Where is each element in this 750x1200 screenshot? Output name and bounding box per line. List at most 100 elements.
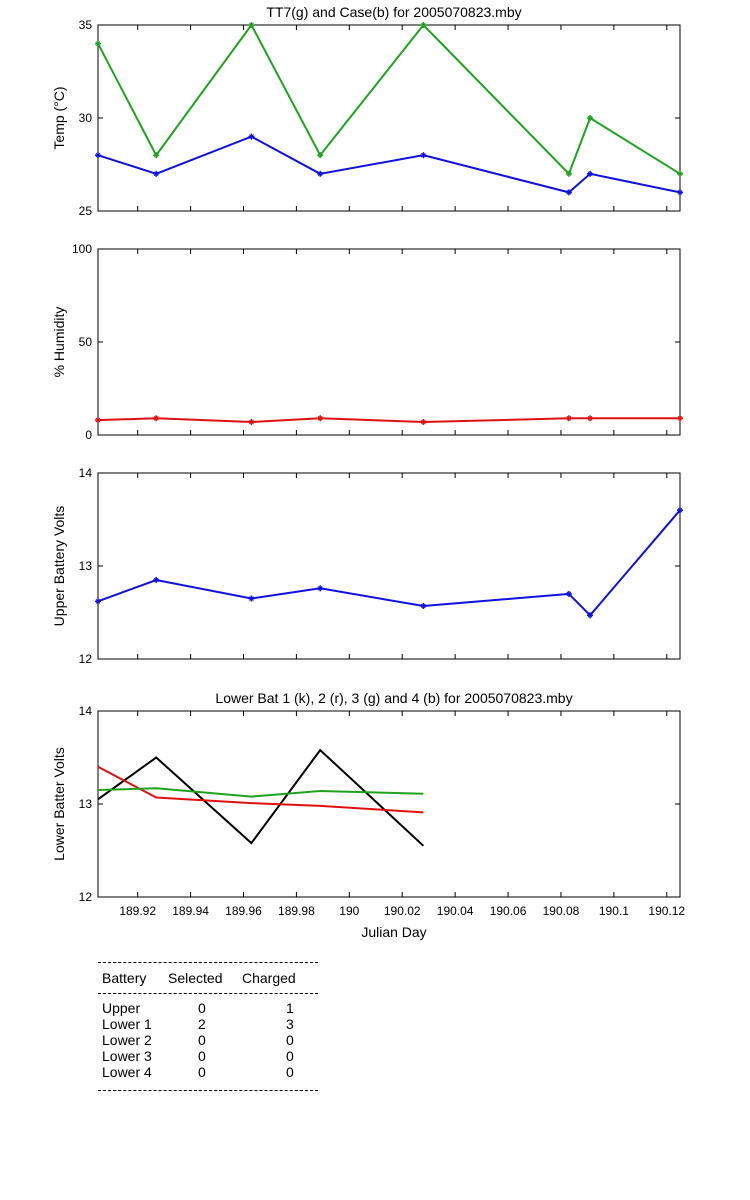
y-tick-label: 30: [79, 111, 93, 125]
marker-stroke: [317, 585, 323, 591]
row-battery: Lower 4: [102, 1064, 152, 1080]
data-point: [248, 418, 255, 425]
series-line-1: [97, 23, 681, 176]
row-selected: 0: [198, 1048, 206, 1064]
table-row: Lower 2 0 0: [98, 1032, 318, 1048]
marker-stroke: [677, 171, 683, 177]
table-bottom-rule: [98, 1090, 318, 1091]
data-point: [587, 612, 594, 619]
data-point: [153, 152, 160, 159]
x-tick-label: 190.04: [437, 904, 474, 918]
x-tick-label: 189.92: [119, 904, 156, 918]
marker-stroke: [95, 598, 101, 604]
charts-area: 25 30 35 TT7(g) and Case(b) for 2005070823.…: [51, 4, 685, 940]
data-point: [95, 417, 101, 424]
row-charged: 3: [286, 1016, 294, 1032]
data-point: [677, 189, 683, 196]
data-point: [153, 170, 160, 177]
row-battery: Upper: [102, 1000, 141, 1016]
x-tick-label: 189.98: [278, 904, 315, 918]
data-point: [587, 170, 594, 177]
row-selected: 2: [198, 1016, 206, 1032]
x-tick-label: 189.94: [172, 904, 209, 918]
plot-frame: [97, 710, 681, 898]
data-point: [248, 133, 255, 140]
plot-frame: [97, 248, 681, 436]
data-point: [565, 415, 572, 422]
data-point: [317, 170, 324, 177]
data-point: [587, 115, 594, 121]
marker-stroke: [317, 415, 323, 421]
data-point: [420, 152, 427, 159]
marker-stroke: [587, 171, 593, 177]
row-battery: Lower 3: [102, 1048, 152, 1064]
table-header-row: Battery Selected Charged: [98, 963, 318, 993]
y-tick-label: 0: [85, 428, 92, 442]
marker-stroke: [249, 596, 254, 601]
data-point: [95, 40, 101, 47]
chart-title: Lower Bat 1 (k), 2 (r), 3 (g) and 4 (b) …: [215, 690, 572, 706]
y-tick-label: 100: [72, 242, 92, 256]
x-tick-label: 190.1: [599, 904, 629, 918]
marker-stroke: [421, 152, 426, 158]
data-point: [420, 418, 427, 425]
series-line-1: [97, 509, 681, 617]
y-axis-label: Lower Batter Volts: [51, 747, 67, 861]
data-point: [420, 602, 427, 609]
y-tick-label: 25: [79, 204, 93, 218]
data-point: [317, 152, 324, 159]
data-point: [317, 585, 324, 592]
marker-stroke: [95, 152, 101, 158]
y-tick-label: 50: [79, 335, 93, 349]
data-point: [677, 507, 683, 514]
chart-panel-1: 25 30 35 TT7(g) and Case(b) for 2005070823.…: [51, 4, 683, 218]
y-axis-label: Temp (°C): [51, 86, 67, 149]
marker-stroke: [421, 22, 426, 28]
x-tick-label: 190.06: [490, 904, 527, 918]
x-tick-label: 189.96: [225, 904, 262, 918]
row-charged: 0: [286, 1048, 294, 1064]
marker-stroke: [587, 415, 593, 421]
marker-stroke: [95, 41, 101, 46]
table-row: Lower 4 0 0: [98, 1064, 318, 1080]
x-tick-label: 190.08: [543, 904, 580, 918]
chart-title: TT7(g) and Case(b) for 2005070823.mby: [266, 4, 521, 20]
marker-stroke: [421, 419, 426, 425]
row-battery: Lower 2: [102, 1032, 152, 1048]
marker-stroke: [566, 415, 572, 421]
y-tick-label: 13: [79, 559, 93, 573]
row-charged: 0: [286, 1064, 294, 1080]
y-tick-label: 14: [79, 466, 93, 480]
row-charged: 1: [286, 1000, 294, 1016]
marker-stroke: [153, 415, 159, 421]
data-point: [248, 22, 255, 28]
marker-stroke: [249, 22, 254, 28]
header-selected: Selected: [168, 970, 223, 986]
data-point: [677, 415, 683, 422]
table-header-rule: [98, 993, 318, 994]
data-point: [95, 152, 101, 159]
marker-stroke: [317, 152, 323, 158]
data-point: [248, 595, 255, 602]
data-point: [317, 415, 324, 422]
table-row: Lower 3 0 0: [98, 1048, 318, 1064]
marker-stroke: [587, 612, 593, 618]
data-point: [153, 415, 160, 422]
marker-stroke: [566, 190, 572, 195]
row-selected: 0: [198, 1000, 206, 1016]
chart-panel-2: 0 50 100 % Humidity: [51, 242, 683, 442]
series-line-2: [97, 135, 681, 194]
data-point: [95, 598, 101, 605]
data-point: [677, 170, 683, 177]
data-point: [565, 590, 572, 597]
chart-panel-4: 12 13 14 189.92 189.94 189.96 189.98 190 190.02 1…: [51, 690, 685, 940]
marker-stroke: [677, 507, 683, 513]
data-point: [565, 170, 572, 177]
chart-panel-3: 12 13 14 Upper Battery Volts: [51, 466, 683, 666]
series-line-2: [97, 765, 424, 814]
marker-stroke: [249, 134, 254, 139]
header-charged: Charged: [242, 970, 296, 986]
marker-stroke: [566, 591, 572, 597]
row-charged: 0: [286, 1032, 294, 1048]
x-axis-label: Julian Day: [361, 924, 426, 940]
